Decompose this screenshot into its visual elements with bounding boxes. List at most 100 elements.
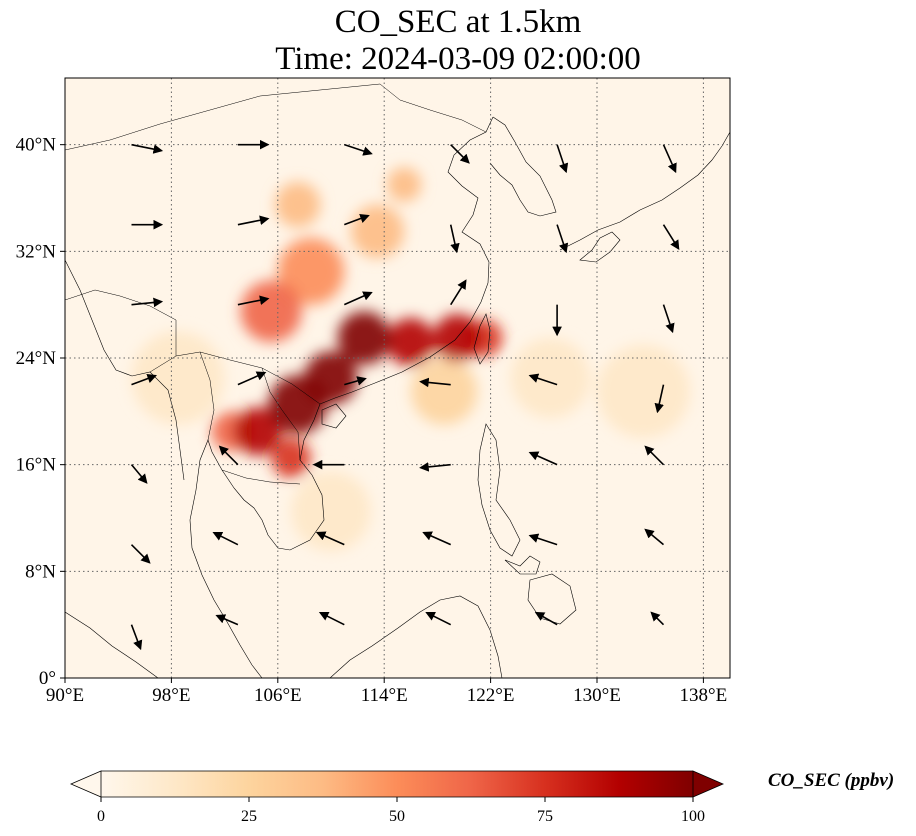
axis-ticks: 90°E 98°E 106°E 114°E 122°E 130°E 138°E 0° 8°N 16… (16, 135, 728, 706)
wind-vector-22 (528, 373, 558, 386)
colorbar-tick-label-2: 50 (389, 808, 405, 825)
country-borders (65, 83, 487, 485)
coastline-korea (489, 116, 557, 217)
co-concentration-field (131, 167, 691, 552)
plume-12 (350, 204, 405, 258)
lon-tick-label-2: 106°E (254, 685, 302, 706)
colorbar-extend-min (69, 770, 102, 798)
colorbar-gradient (101, 771, 693, 797)
wind-vector-2 (344, 143, 373, 156)
wind-vector-25 (218, 445, 239, 466)
plot-subtitle: Time: 2024-03-09 02:00:00 (275, 41, 641, 77)
coastline-luzon (477, 423, 521, 557)
wind-vector-10 (556, 224, 569, 254)
wind-vector-8 (344, 213, 370, 226)
wind-vector-37 (215, 614, 239, 626)
plume-14 (410, 358, 478, 425)
wind-vector-34 (528, 533, 558, 546)
map-area (65, 78, 730, 678)
colorbar-tick-label-0: 0 (97, 808, 105, 825)
wind-vector-36 (130, 624, 143, 651)
wind-vector-11 (662, 224, 680, 251)
plume-2 (337, 311, 391, 365)
coastline-hainan (321, 403, 347, 429)
border-thailand-cambodia (221, 469, 301, 485)
wind-vector-29 (644, 445, 665, 466)
wind-vectors (130, 139, 680, 651)
plume-10 (277, 238, 345, 305)
wind-vector-35 (644, 528, 665, 546)
wind-vector-39 (425, 611, 452, 626)
wind-vector-33 (422, 531, 452, 546)
colorbar-label: CO_SEC (ppbv) (768, 770, 895, 791)
wind-vector-0 (131, 143, 164, 154)
colorbar-ticks: 0 25 50 75 100 (97, 797, 705, 825)
colorbar-extend-max (692, 770, 725, 798)
wind-vector-18 (131, 373, 157, 386)
plume-1 (304, 351, 358, 405)
plume-11 (275, 182, 321, 228)
coastline-indochina (189, 403, 325, 678)
coastline-borneo (329, 595, 503, 678)
coastline-kyushu (579, 231, 621, 263)
colorbar-tick-label-4: 100 (681, 808, 705, 825)
coastline-taiwan (473, 313, 491, 365)
wind-vector-15 (450, 279, 467, 306)
lat-tick-label-5: 40°N (16, 135, 57, 156)
coastline-mindanao (527, 573, 577, 625)
wind-vector-19 (237, 371, 267, 386)
wind-vector-20 (344, 376, 367, 386)
coastline-bay-of-bengal (65, 259, 185, 481)
border-china-india (65, 289, 177, 356)
colorbar-tick-label-3: 75 (537, 808, 553, 825)
plume-3 (386, 318, 435, 366)
wind-vector-12 (131, 297, 164, 308)
lat-tick-label-3: 24°N (16, 348, 57, 369)
wind-vector-38 (318, 611, 345, 626)
wind-vector-5 (662, 144, 677, 174)
coastlines (65, 116, 730, 678)
wind-vector-41 (650, 611, 665, 626)
coastline-sumatra (65, 611, 159, 678)
wind-vector-40 (534, 611, 558, 626)
plume-18 (131, 331, 225, 425)
wind-vector-3 (450, 144, 470, 164)
border-myanmar-laos (199, 351, 215, 441)
lon-tick-label-3: 114°E (361, 685, 408, 706)
wind-vector-27 (419, 462, 451, 472)
colorbar: 0 25 50 75 100 (69, 770, 725, 825)
wind-vector-28 (528, 451, 558, 466)
wind-vector-30 (130, 544, 151, 564)
wind-vector-32 (315, 531, 345, 546)
border-china-mongolia (65, 83, 381, 151)
wind-vector-14 (343, 291, 373, 306)
lon-tick-label-5: 130°E (573, 685, 621, 706)
plume-13 (386, 167, 422, 203)
border-laos-vietnam (261, 367, 301, 461)
border-china-north (379, 83, 487, 133)
coastline-japan (559, 131, 730, 251)
lon-tick-label-0: 90°E (46, 685, 84, 706)
wind-vector-31 (212, 531, 239, 546)
plume-7 (271, 438, 312, 478)
lat-tick-label-2: 16°N (16, 455, 57, 476)
lon-tick-label-1: 98°E (152, 685, 190, 706)
lat-tick-label-4: 32°N (16, 241, 57, 262)
wind-vector-7 (237, 215, 270, 226)
plume-16 (597, 344, 691, 439)
wind-vector-9 (449, 224, 460, 254)
wind-vector-13 (237, 295, 270, 306)
lat-tick-label-0: 0° (39, 668, 56, 689)
wind-vector-23 (654, 384, 665, 414)
plume-6 (233, 407, 282, 456)
wind-vector-21 (419, 377, 451, 388)
coastline-china-east (319, 116, 494, 405)
lon-tick-label-6: 138°E (680, 685, 728, 706)
coastline-visayas (504, 555, 541, 575)
plot-title: CO_SEC at 1.5km (334, 4, 582, 40)
wind-vector-17 (662, 304, 675, 334)
plume-4 (433, 314, 482, 362)
plume-17 (291, 471, 371, 552)
lat-tick-label-1: 8°N (25, 561, 56, 582)
